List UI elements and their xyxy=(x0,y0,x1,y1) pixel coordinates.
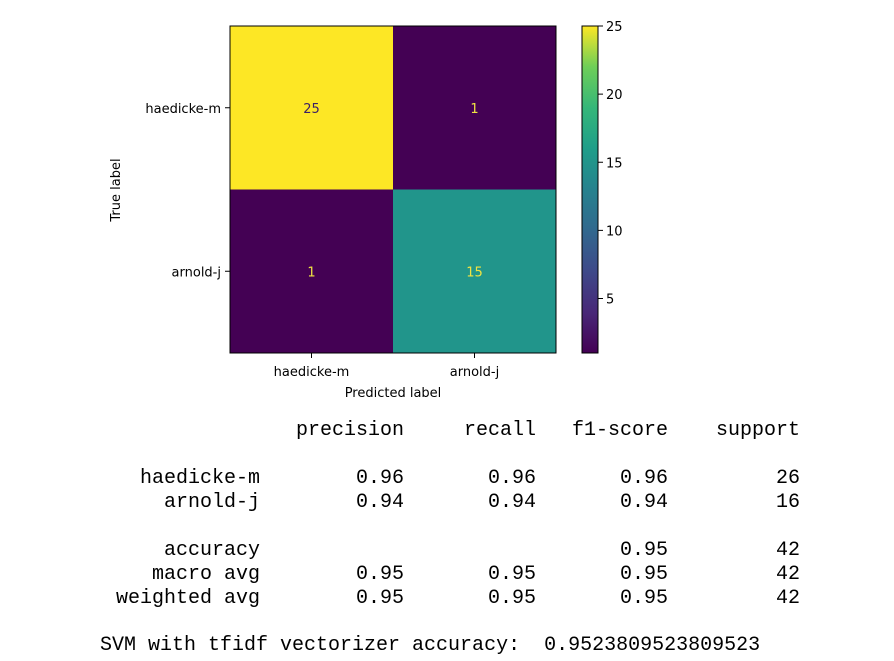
report-f1-value: 0.95 xyxy=(619,539,668,562)
report-header-f1-score: f1-score xyxy=(571,419,668,442)
report-header-precision: precision xyxy=(295,419,404,442)
report-summary-label: accuracy xyxy=(163,539,260,562)
report-row-label: haedicke-m xyxy=(139,467,260,490)
x-axis-title: Predicted label xyxy=(345,386,442,401)
report-recall-value: 0.95 xyxy=(487,587,536,610)
report-f1-value: 0.96 xyxy=(619,467,668,490)
report-f1-value: 0.95 xyxy=(619,563,668,586)
y-tick-label: haedicke-m xyxy=(145,102,221,117)
report-support-value: 16 xyxy=(775,491,800,514)
report-summary-label: weighted avg xyxy=(115,587,260,610)
colorbar-tick-label: 25 xyxy=(606,20,623,35)
report-support-value: 26 xyxy=(775,467,800,490)
report-support-value: 42 xyxy=(775,587,800,610)
x-tick-label: arnold-j xyxy=(450,365,499,380)
colorbar-tick-label: 5 xyxy=(606,293,614,308)
colorbar-tick-label: 10 xyxy=(606,224,623,239)
y-axis-title: True label xyxy=(109,158,124,222)
report-summary-label: macro avg xyxy=(151,563,260,586)
matrix-cell xyxy=(230,26,393,190)
report-precision-value: 0.95 xyxy=(355,563,404,586)
report-support-value: 42 xyxy=(775,539,800,562)
report-recall-value: 0.96 xyxy=(487,467,536,490)
accuracy-line: SVM with tfidf vectorizer accuracy: 0.95… xyxy=(100,634,761,657)
report-precision-value: 0.95 xyxy=(355,587,404,610)
report-f1-value: 0.94 xyxy=(619,491,668,514)
report-precision-value: 0.94 xyxy=(355,491,404,514)
cell-value-label: 1 xyxy=(307,265,315,280)
confusion-matrix-chart: 25 1 1 15 haedicke-m arnold-j haedicke-m arnol… xyxy=(109,20,623,401)
colorbar-tick-label: 20 xyxy=(606,88,623,103)
y-tick-label: arnold-j xyxy=(172,265,221,280)
report-support-value: 42 xyxy=(775,563,800,586)
report-header-support: support xyxy=(715,419,800,442)
matrix-cell xyxy=(393,26,556,190)
x-tick-label: haedicke-m xyxy=(274,365,350,380)
plot-frame xyxy=(229,25,557,354)
report-f1-value: 0.95 xyxy=(619,587,668,610)
report-recall-value: 0.95 xyxy=(487,563,536,586)
colorbar xyxy=(581,25,599,354)
colorbar-tick-label: 15 xyxy=(606,156,623,171)
matrix-cell xyxy=(230,189,393,353)
cell-value-label: 25 xyxy=(303,102,320,117)
cell-value-label: 15 xyxy=(466,265,483,280)
report-precision-value: 0.96 xyxy=(355,467,404,490)
matrix-cell xyxy=(393,189,556,353)
cell-value-label: 1 xyxy=(470,102,478,117)
report-header-recall: recall xyxy=(463,419,536,442)
report-recall-value: 0.94 xyxy=(487,491,536,514)
report-row-label: arnold-j xyxy=(163,491,260,514)
